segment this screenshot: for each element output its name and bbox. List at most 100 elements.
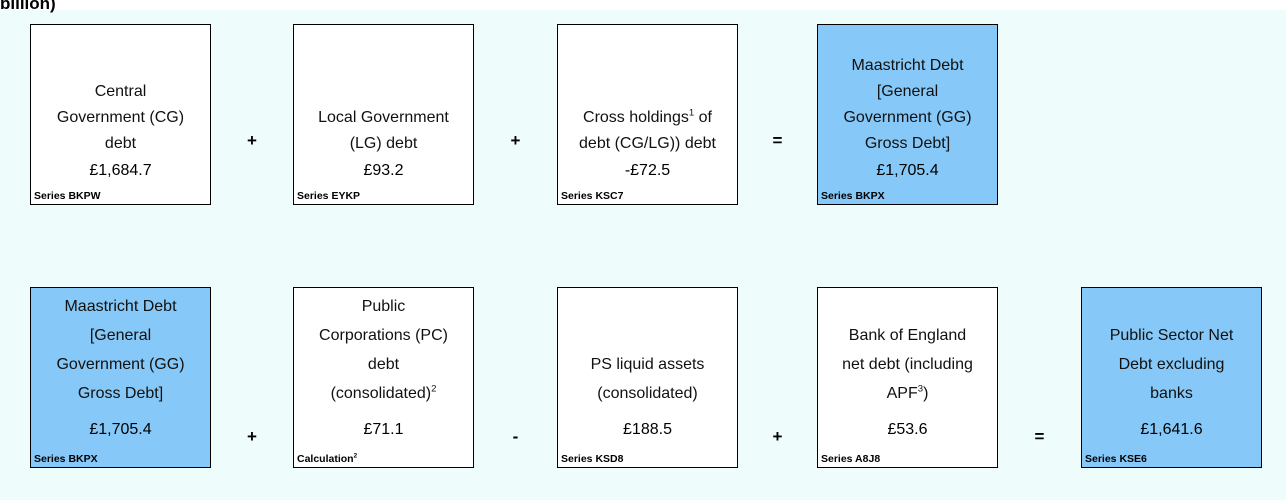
label-text: Debt excluding <box>1118 356 1225 373</box>
box-value: -£72.5 <box>624 162 671 179</box>
series-text: Series BKPW <box>34 190 101 202</box>
label-sup: 1 <box>688 107 695 119</box>
label-text: (consolidated) <box>330 385 432 402</box>
series-text: Series EYKP <box>297 190 361 202</box>
label-line: (consolidated) <box>597 379 698 408</box>
label-line: APF3) <box>887 379 929 408</box>
box: Cross holdings1 of debt (CG/LG)) debt -£72… <box>557 24 738 205</box>
label-text: Cross holdings <box>583 109 689 126</box>
label-line: Government (CG) <box>57 105 184 131</box>
series-text: Series KSE6 <box>1085 453 1147 465</box>
label-line: Debt excluding <box>1119 350 1225 379</box>
series-sup: 2 <box>353 452 358 460</box>
label-line: (consolidated)2 <box>331 379 437 408</box>
label-text: Gross Debt] <box>77 385 164 402</box>
series-label: Series KSD8 <box>558 452 737 467</box>
label-text: Gross Debt] <box>864 135 951 152</box>
box-value: £1,705.4 <box>89 421 152 438</box>
label-sup: 3 <box>917 383 924 395</box>
label-line: debt <box>105 131 136 157</box>
label-line: [General <box>90 321 151 350</box>
label-text: debt <box>367 356 400 373</box>
label-text: PS liquid assets <box>590 356 705 373</box>
series-label: Series BKPX <box>818 189 997 204</box>
label-line: Maastricht Debt <box>64 292 176 321</box>
label-text: of <box>694 109 712 126</box>
box-label: Bank of England net debt (including APF3) <box>818 288 997 408</box>
label-text: banks <box>1150 385 1193 402</box>
box: Public Corporations (PC) debt (consolidated… <box>293 287 474 468</box>
label-line: debt <box>368 350 399 379</box>
box: PS liquid assets (consolidated) £188.5 Seri… <box>557 287 738 468</box>
box-label: Central Government (CG) debt <box>31 25 210 157</box>
box-value: £188.5 <box>623 421 672 438</box>
operator: = <box>772 131 783 150</box>
label-line: Public Sector Net <box>1110 321 1234 350</box>
label-sup: 2 <box>431 383 437 395</box>
box: Maastricht Debt [General Government (GG) Gr… <box>817 24 998 205</box>
series-label: Series KSE6 <box>1082 452 1261 467</box>
series-label: Series BKPX <box>31 452 210 467</box>
label-line: Government (GG) <box>843 105 971 131</box>
label-text: debt (CG/LG)) debt <box>579 135 716 152</box>
label-text: Local Government <box>318 109 449 126</box>
label-text: ) <box>923 385 929 402</box>
box: Central Government (CG) debt £1,684.7 Series… <box>30 24 211 205</box>
series-text: Calculation <box>297 453 354 465</box>
series-label: Series KSC7 <box>558 189 737 204</box>
box-label: Local Government (LG) debt <box>294 25 473 157</box>
title: billion) <box>0 0 56 13</box>
box-value: £53.6 <box>887 421 928 438</box>
label-text: Government (CG) <box>56 109 185 126</box>
label-text: Bank of England <box>848 327 967 344</box>
series-text: Series KSD8 <box>561 453 624 465</box>
series-label: Series A8J8 <box>818 452 997 467</box>
box-label: Cross holdings1 of debt (CG/LG)) debt <box>558 25 737 157</box>
label-text: Corporations (PC) <box>319 327 448 344</box>
box-value: £1,705.4 <box>876 162 939 179</box>
box-label: Maastricht Debt [General Government (GG) Gr… <box>31 288 210 408</box>
series-label: Calculation2 <box>294 452 473 467</box>
series-label: Series EYKP <box>294 189 473 204</box>
label-text: Maastricht Debt <box>64 298 177 315</box>
operator: + <box>247 427 257 446</box>
series-text: Series A8J8 <box>821 453 881 465</box>
series-text: Series BKPX <box>34 453 98 465</box>
label-line: Central <box>95 79 147 105</box>
box-label: Maastricht Debt [General Government (GG) Gr… <box>818 25 997 157</box>
box: Bank of England net debt (including APF3) £… <box>817 287 998 468</box>
label-text: [General <box>89 327 152 344</box>
label-line: Local Government <box>318 105 449 131</box>
label-line: Bank of England <box>849 321 966 350</box>
label-text: Maastricht Debt <box>851 57 964 74</box>
label-line: Government (GG) <box>56 350 184 379</box>
label-line: PS liquid assets <box>591 350 705 379</box>
label-line: banks <box>1150 379 1193 408</box>
box-value: £1,641.6 <box>1140 421 1203 438</box>
label-line: Public <box>362 292 406 321</box>
label-text: (consolidated) <box>597 385 698 402</box>
box-value: £93.2 <box>363 162 404 179</box>
label-line: Gross Debt] <box>865 131 950 157</box>
box-label: PS liquid assets (consolidated) <box>558 288 737 408</box>
label-text: Public <box>361 298 406 315</box>
box: Maastricht Debt [General Government (GG) Gr… <box>30 287 211 468</box>
operator: - <box>512 427 519 446</box>
operator: = <box>1034 427 1045 446</box>
label-text: APF <box>886 385 918 402</box>
box: Local Government (LG) debt £93.2 Series EYK… <box>293 24 474 205</box>
label-line: (LG) debt <box>350 131 418 157</box>
label-text: net debt (including <box>842 356 973 373</box>
label-line: debt (CG/LG)) debt <box>579 131 716 157</box>
label-text: [General <box>876 83 939 100</box>
series-text: Series BKPX <box>821 190 885 202</box>
label-text: Public Sector Net <box>1109 327 1234 344</box>
label-text: (LG) debt <box>349 135 418 152</box>
box-value: £1,684.7 <box>89 162 152 179</box>
label-text: Government (GG) <box>843 109 972 126</box>
series-text: Series KSC7 <box>561 190 624 202</box>
operator: + <box>510 131 521 150</box>
label-line: [General <box>877 79 938 105</box>
box: Public Sector Net Debt excluding banks £1,6… <box>1081 287 1262 468</box>
